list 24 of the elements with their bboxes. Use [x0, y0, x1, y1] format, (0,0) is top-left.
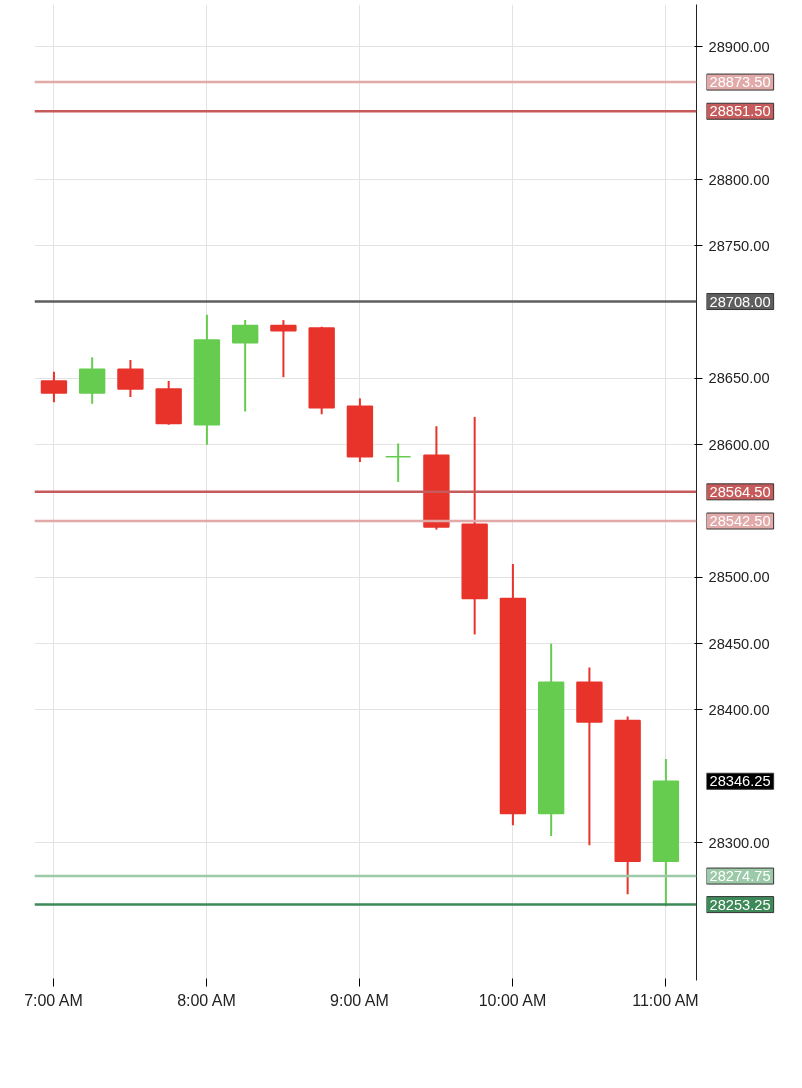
y-tick-label: 28650.00 [708, 370, 770, 387]
x-tick-label: 7:00 AM [24, 991, 83, 1009]
x-tick-label: 9:00 AM [330, 991, 389, 1009]
ref-line-label: 28253.25 [709, 896, 771, 913]
y-tick-label: 28450.00 [708, 635, 770, 652]
x-tick-label: 10:00 AM [478, 991, 547, 1009]
y-tick-label: 28900.00 [708, 38, 770, 55]
ref-line-label: 28851.50 [709, 103, 771, 120]
ref-line-label: 28564.50 [709, 483, 771, 500]
ref-line-label: 28542.50 [709, 513, 771, 530]
y-tick-label: 28300.00 [708, 834, 770, 851]
y-tick-label: 28400.00 [708, 701, 770, 718]
y-tick-label: 28500.00 [708, 569, 770, 586]
ref-line-label: 28708.00 [709, 293, 771, 310]
ref-line-label: 28274.75 [709, 868, 771, 885]
x-tick-label: 11:00 AM [632, 991, 699, 1009]
candlestick [270, 319, 297, 379]
candlestick [384, 442, 412, 483]
y-tick-label: 28600.00 [708, 436, 770, 453]
text: 28346.25 [709, 773, 771, 790]
x-tick-label: 8:00 AM [177, 991, 236, 1009]
ref-line-label: 28873.50 [709, 74, 771, 91]
y-tick-label: 28750.00 [708, 237, 770, 254]
y-tick-label: 28800.00 [708, 171, 770, 188]
